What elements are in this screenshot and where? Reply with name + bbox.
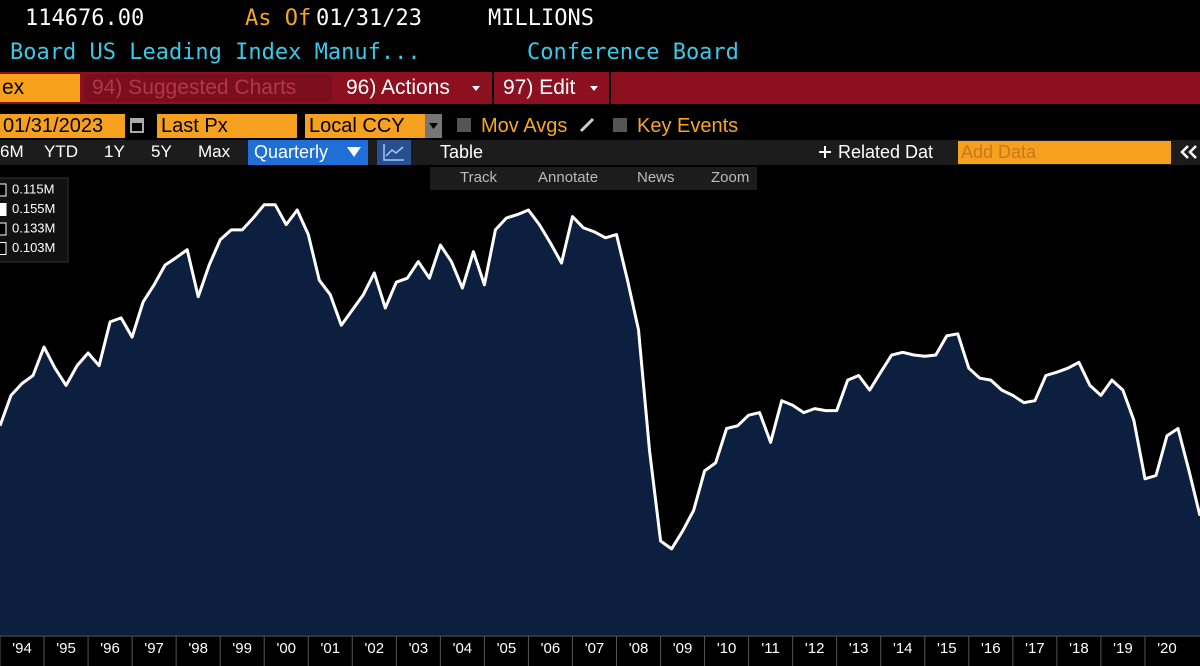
field-box[interactable] xyxy=(157,114,297,138)
dropdown-arrow xyxy=(472,86,480,91)
tool-button[interactable]: News xyxy=(637,169,675,186)
separator xyxy=(492,72,494,104)
legend-swatch xyxy=(0,203,7,216)
as-of-label: As Of xyxy=(245,6,312,31)
x-tick-label: '19 xyxy=(1113,640,1133,657)
x-tick-label: '20 xyxy=(1157,640,1177,657)
mov-avgs[interactable]: Mov Avgs xyxy=(481,115,568,137)
legend-swatch xyxy=(0,222,7,236)
range-button[interactable]: 6M xyxy=(0,142,24,161)
key-events[interactable]: Key Events xyxy=(637,115,739,137)
x-tick-label: '96 xyxy=(100,640,120,657)
dropdown-arrow xyxy=(429,123,438,129)
related-data[interactable]: Related Dat xyxy=(838,142,934,162)
x-tick-label: '02 xyxy=(365,640,385,657)
table-button[interactable]: Table xyxy=(440,142,484,162)
chart-icon xyxy=(383,144,404,161)
x-tick-label: '08 xyxy=(629,640,649,657)
frequency-button[interactable] xyxy=(248,140,368,165)
x-tick-label: '95 xyxy=(56,640,76,657)
x-tick-label: '04 xyxy=(453,640,473,657)
range-button[interactable]: 5Y xyxy=(151,142,172,161)
field[interactable]: Last Px xyxy=(161,115,228,137)
actions-menu[interactable]: 96) Actions xyxy=(346,76,450,99)
add-data-box[interactable] xyxy=(958,141,1171,164)
currency[interactable]: Local CCY xyxy=(309,115,405,137)
security-name: Board US Leading Index Manuf... xyxy=(10,40,421,65)
x-tick-label: '99 xyxy=(232,640,252,657)
pencil-icon[interactable] xyxy=(578,116,596,134)
area-fill xyxy=(0,204,1200,635)
price: 114676.00 xyxy=(25,6,145,31)
tool-button[interactable]: Annotate xyxy=(538,169,599,186)
x-tick-label: '12 xyxy=(805,640,825,657)
separator xyxy=(609,72,611,104)
range-button[interactable]: Max xyxy=(198,142,231,161)
x-tick-label: '03 xyxy=(409,640,429,657)
plus-icon xyxy=(819,146,831,158)
collapse-icon[interactable] xyxy=(1180,145,1198,159)
calendar-icon[interactable] xyxy=(130,117,144,133)
line xyxy=(0,203,1200,551)
x-tick-label: '10 xyxy=(717,640,737,657)
date-input[interactable]: 01/31/2023 xyxy=(3,115,104,137)
ticker-input[interactable]: ex xyxy=(2,76,25,99)
range-button[interactable]: YTD xyxy=(44,142,78,161)
chart-type-button[interactable] xyxy=(377,140,411,165)
x-tick-label: '17 xyxy=(1025,640,1045,657)
x-tick-label: '05 xyxy=(497,640,517,657)
currency-box[interactable] xyxy=(305,114,425,138)
x-tick-label: '07 xyxy=(585,640,605,657)
tool-bar xyxy=(430,167,757,190)
suggested-button[interactable] xyxy=(84,74,332,102)
dropdown-arrow xyxy=(347,147,361,157)
x-tick-label: '11 xyxy=(761,640,779,657)
add-data[interactable]: Add Data xyxy=(961,142,1037,162)
x-tick-label: '09 xyxy=(673,640,693,657)
source: Conference Board xyxy=(527,40,739,65)
x-tick-label: '06 xyxy=(541,640,561,657)
as-of-date: 01/31/23 xyxy=(316,6,422,31)
legend-swatch xyxy=(0,242,7,255)
checkbox[interactable] xyxy=(613,118,627,132)
x-tick-label: '14 xyxy=(893,640,913,657)
x-tick-label: '00 xyxy=(276,640,296,657)
legend-value: 0.133M xyxy=(12,220,55,235)
x-tick-label: '98 xyxy=(188,640,208,657)
checkbox[interactable] xyxy=(457,118,471,132)
frequency[interactable]: Quarterly xyxy=(254,142,329,162)
legend-box xyxy=(0,177,69,263)
tool-button[interactable]: Zoom xyxy=(711,169,750,186)
x-tick-label: '01 xyxy=(320,640,340,657)
range-button[interactable]: 1Y xyxy=(104,142,125,161)
legend-value: 0.115M xyxy=(12,181,54,196)
suggested-charts[interactable]: 94) Suggested Charts xyxy=(92,76,297,99)
edit-menu[interactable]: 97) Edit xyxy=(503,76,576,99)
dropdown-arrow xyxy=(590,86,598,91)
x-tick-label: '15 xyxy=(937,640,957,657)
legend-value: 0.155M xyxy=(12,201,55,216)
x-tick-label: '18 xyxy=(1069,640,1089,657)
x-axis-band xyxy=(0,635,1200,666)
x-tick-label: '16 xyxy=(981,640,1001,657)
x-tick-label: '13 xyxy=(849,640,869,657)
x-tick-label: '97 xyxy=(144,640,164,657)
tool-button[interactable]: Track xyxy=(460,169,497,186)
units: MILLIONS xyxy=(488,6,594,31)
legend-value: 0.103M xyxy=(12,240,55,255)
legend-swatch xyxy=(0,183,7,197)
ticker-input-box[interactable] xyxy=(0,74,80,102)
x-tick-label: '94 xyxy=(12,640,32,657)
date-input-box[interactable] xyxy=(0,114,125,138)
